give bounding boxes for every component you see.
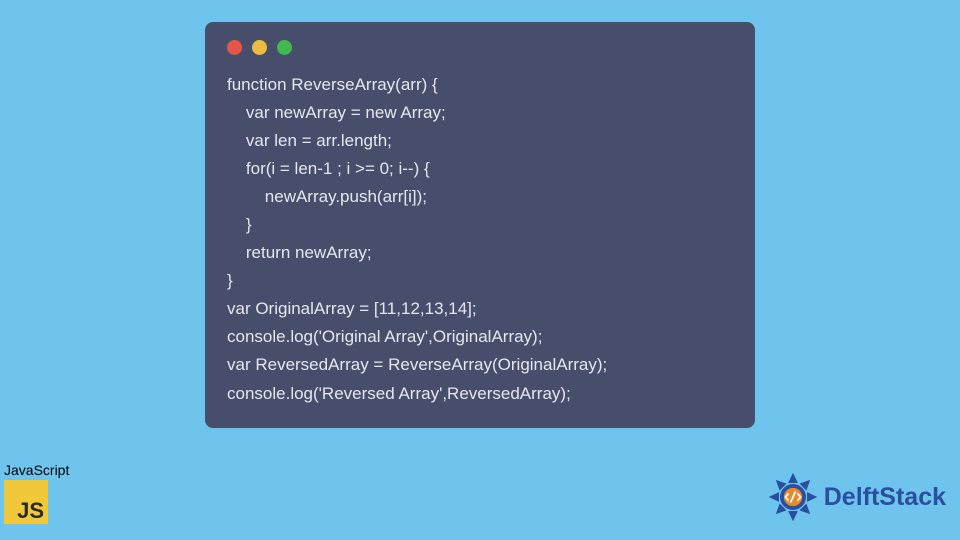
javascript-logo-text: JS bbox=[17, 500, 44, 522]
code-block: function ReverseArray(arr) { var newArra… bbox=[227, 71, 733, 408]
code-window: function ReverseArray(arr) { var newArra… bbox=[205, 22, 755, 428]
green-dot-icon bbox=[277, 40, 292, 55]
delftstack-logo: DelftStack bbox=[766, 470, 946, 524]
delftstack-icon bbox=[766, 470, 820, 524]
red-dot-icon bbox=[227, 40, 242, 55]
delftstack-text: DelftStack bbox=[824, 483, 946, 512]
javascript-label: JavaScript bbox=[4, 462, 69, 478]
javascript-badge: JavaScript JS bbox=[4, 462, 69, 524]
traffic-light-dots bbox=[227, 40, 733, 55]
yellow-dot-icon bbox=[252, 40, 267, 55]
javascript-logo-icon: JS bbox=[4, 480, 48, 524]
